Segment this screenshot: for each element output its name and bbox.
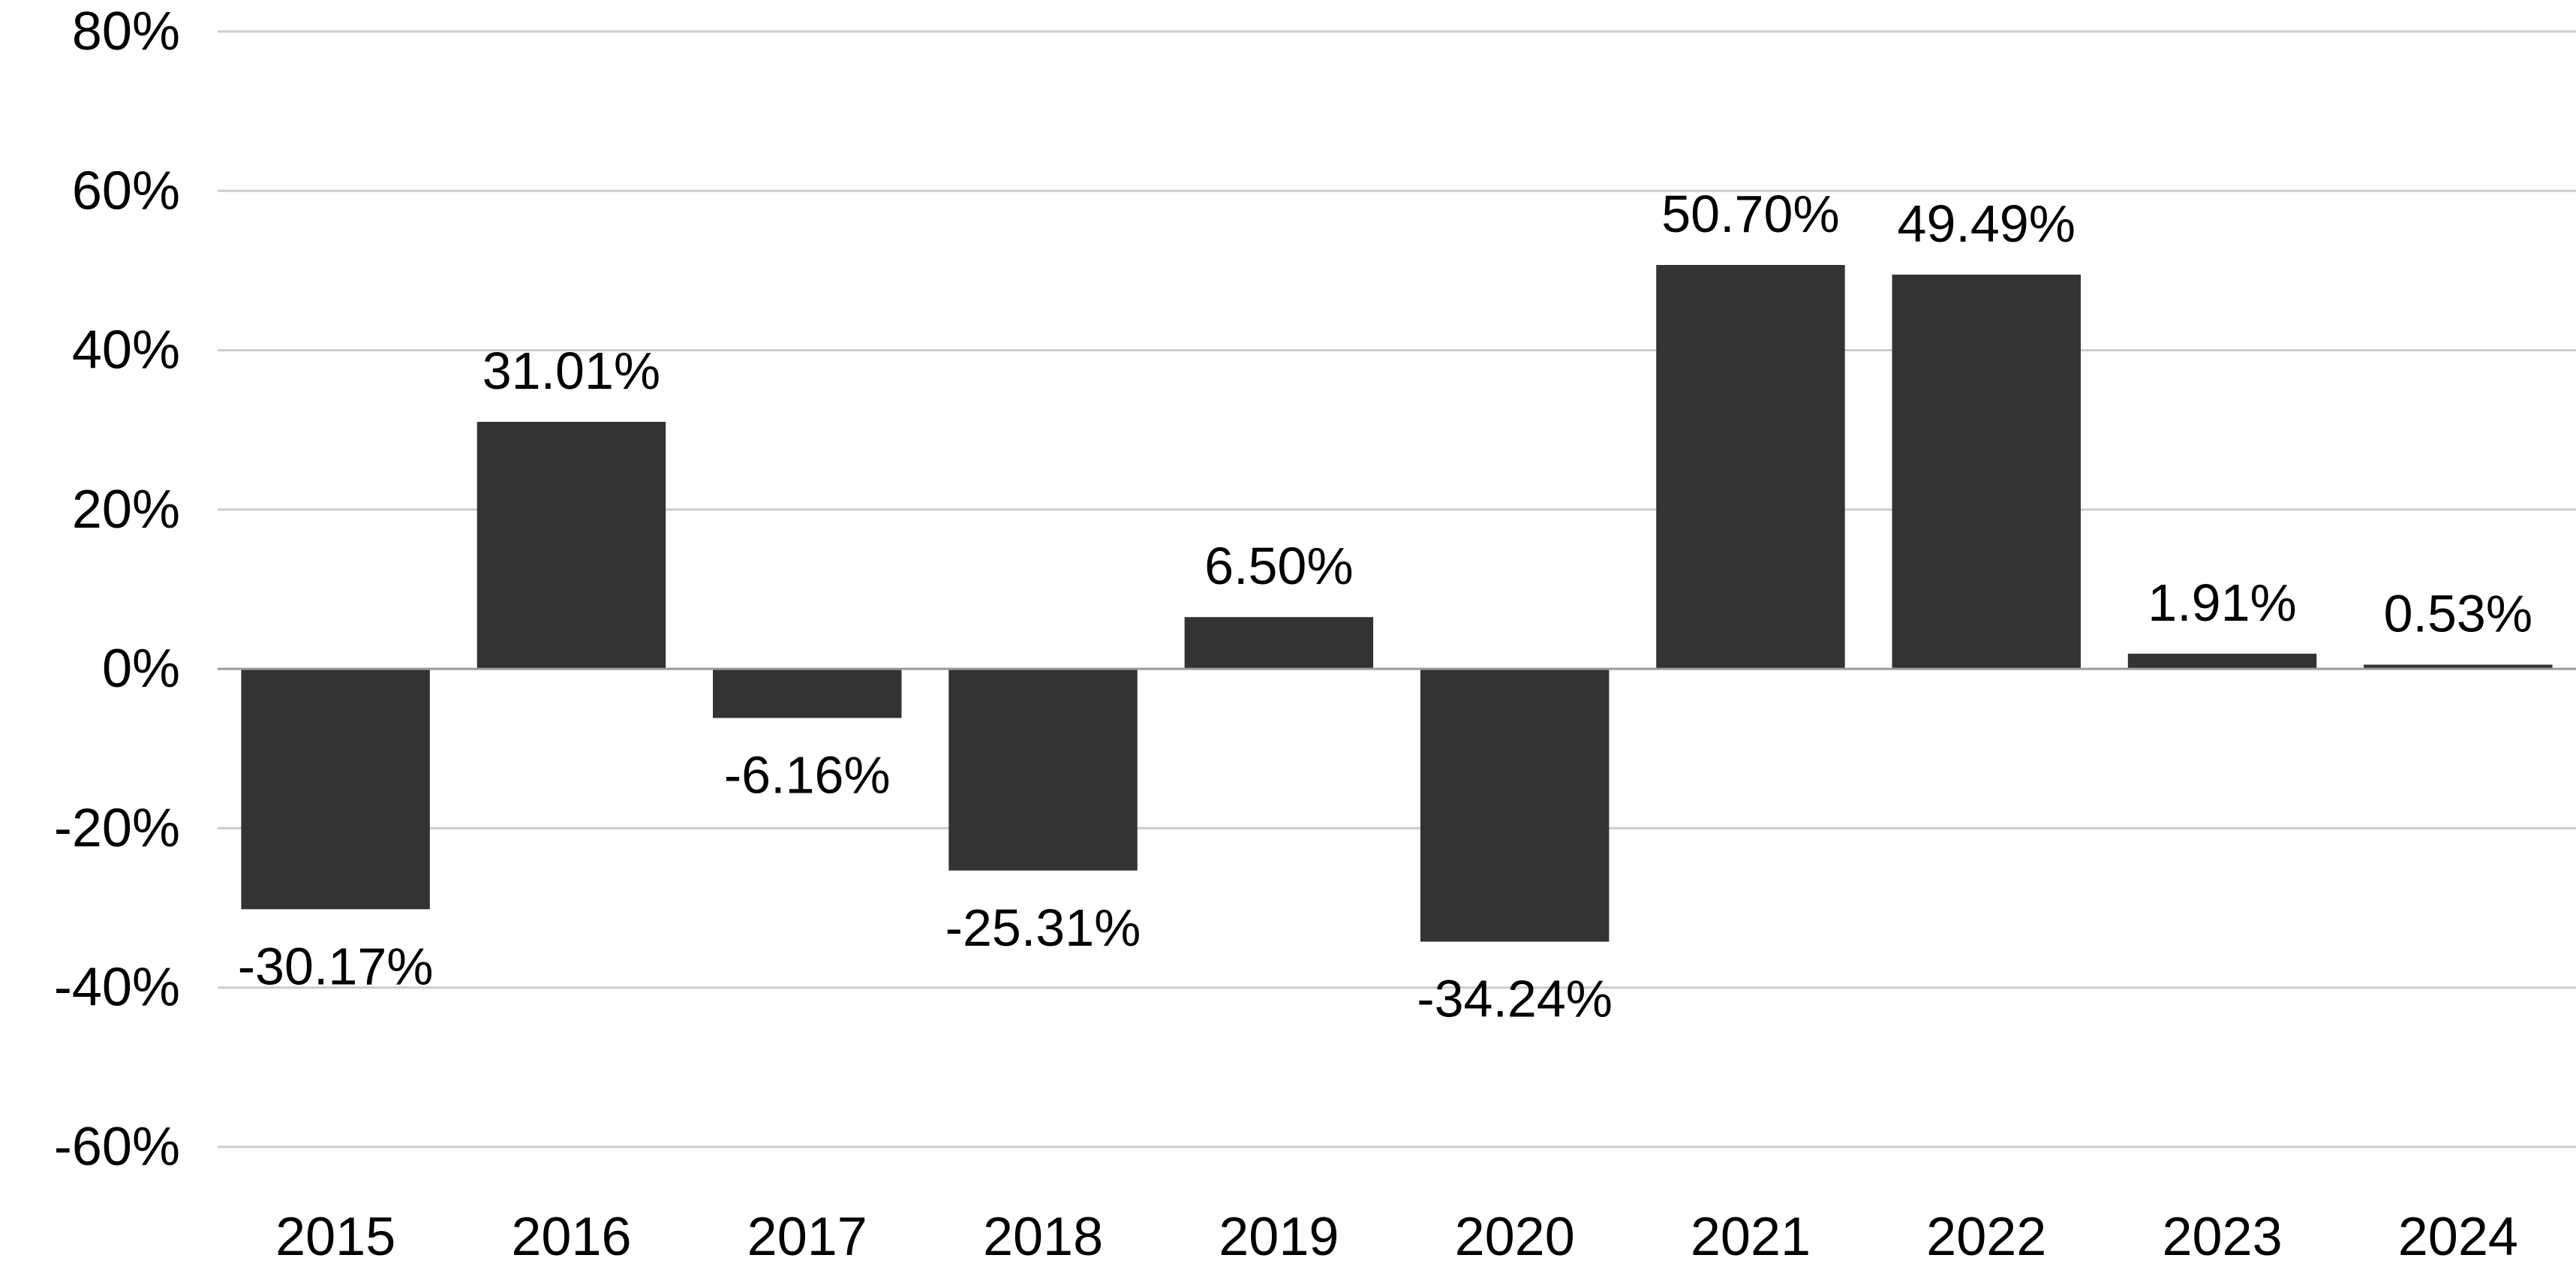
data-label-2019: 6.50% xyxy=(1204,537,1353,595)
bar-2019 xyxy=(1184,617,1374,670)
data-label-2020: -34.24% xyxy=(1417,970,1613,1028)
x-category-label: 2024 xyxy=(2398,1207,2518,1267)
y-tick-label: 0% xyxy=(102,639,180,699)
bar-2022 xyxy=(1892,274,2081,670)
data-label-2024: 0.53% xyxy=(2384,585,2532,643)
data-label-2017: -6.16% xyxy=(724,746,891,805)
y-tick-label: -20% xyxy=(54,798,180,858)
x-category-label: 2022 xyxy=(1926,1207,2046,1267)
x-category-label: 2017 xyxy=(747,1207,867,1267)
x-category-label: 2020 xyxy=(1455,1207,1575,1267)
data-label-2016: 31.01% xyxy=(482,342,660,400)
bar-2021 xyxy=(1656,264,1845,670)
data-labels: -30.17% 31.01% -6.16% -25.31% 6.50% -34.24% 50… xyxy=(238,185,2532,1028)
x-category-label: 2021 xyxy=(1691,1207,1811,1267)
x-category-label: 2016 xyxy=(511,1207,631,1267)
data-label-2015: -30.17% xyxy=(238,937,434,995)
bar-2016 xyxy=(476,421,666,670)
data-label-2021: 50.70% xyxy=(1661,185,1839,243)
data-label-2023: 1.91% xyxy=(2148,573,2296,632)
y-tick-label: 80% xyxy=(72,2,180,62)
bar-2023 xyxy=(2127,653,2317,670)
x-category-label: 2018 xyxy=(983,1207,1103,1267)
x-axis-category-labels: 2015 2016 2017 2018 2019 2020 2021 2022 2023 2024 xyxy=(275,1207,2518,1267)
bars xyxy=(241,264,2553,942)
y-tick-label: -40% xyxy=(54,958,180,1018)
bar-2017 xyxy=(713,669,902,718)
x-category-label: 2023 xyxy=(2162,1207,2282,1267)
y-tick-label: 60% xyxy=(72,161,180,221)
y-tick-label: 20% xyxy=(72,480,180,540)
bar-2024 xyxy=(2364,664,2553,670)
x-category-label: 2019 xyxy=(1219,1207,1339,1267)
bar-2020 xyxy=(1420,669,1610,942)
y-tick-label: -60% xyxy=(54,1117,180,1177)
data-label-2022: 49.49% xyxy=(1898,194,2076,253)
y-axis-tick-labels: 80% 60% 40% 20% 0% -20% -40% -60% xyxy=(54,2,180,1177)
bar-2018 xyxy=(948,669,1138,871)
y-tick-label: 40% xyxy=(72,321,180,381)
bar-2015 xyxy=(241,669,430,910)
data-label-2018: -25.31% xyxy=(945,898,1141,957)
x-category-label: 2015 xyxy=(275,1207,395,1267)
